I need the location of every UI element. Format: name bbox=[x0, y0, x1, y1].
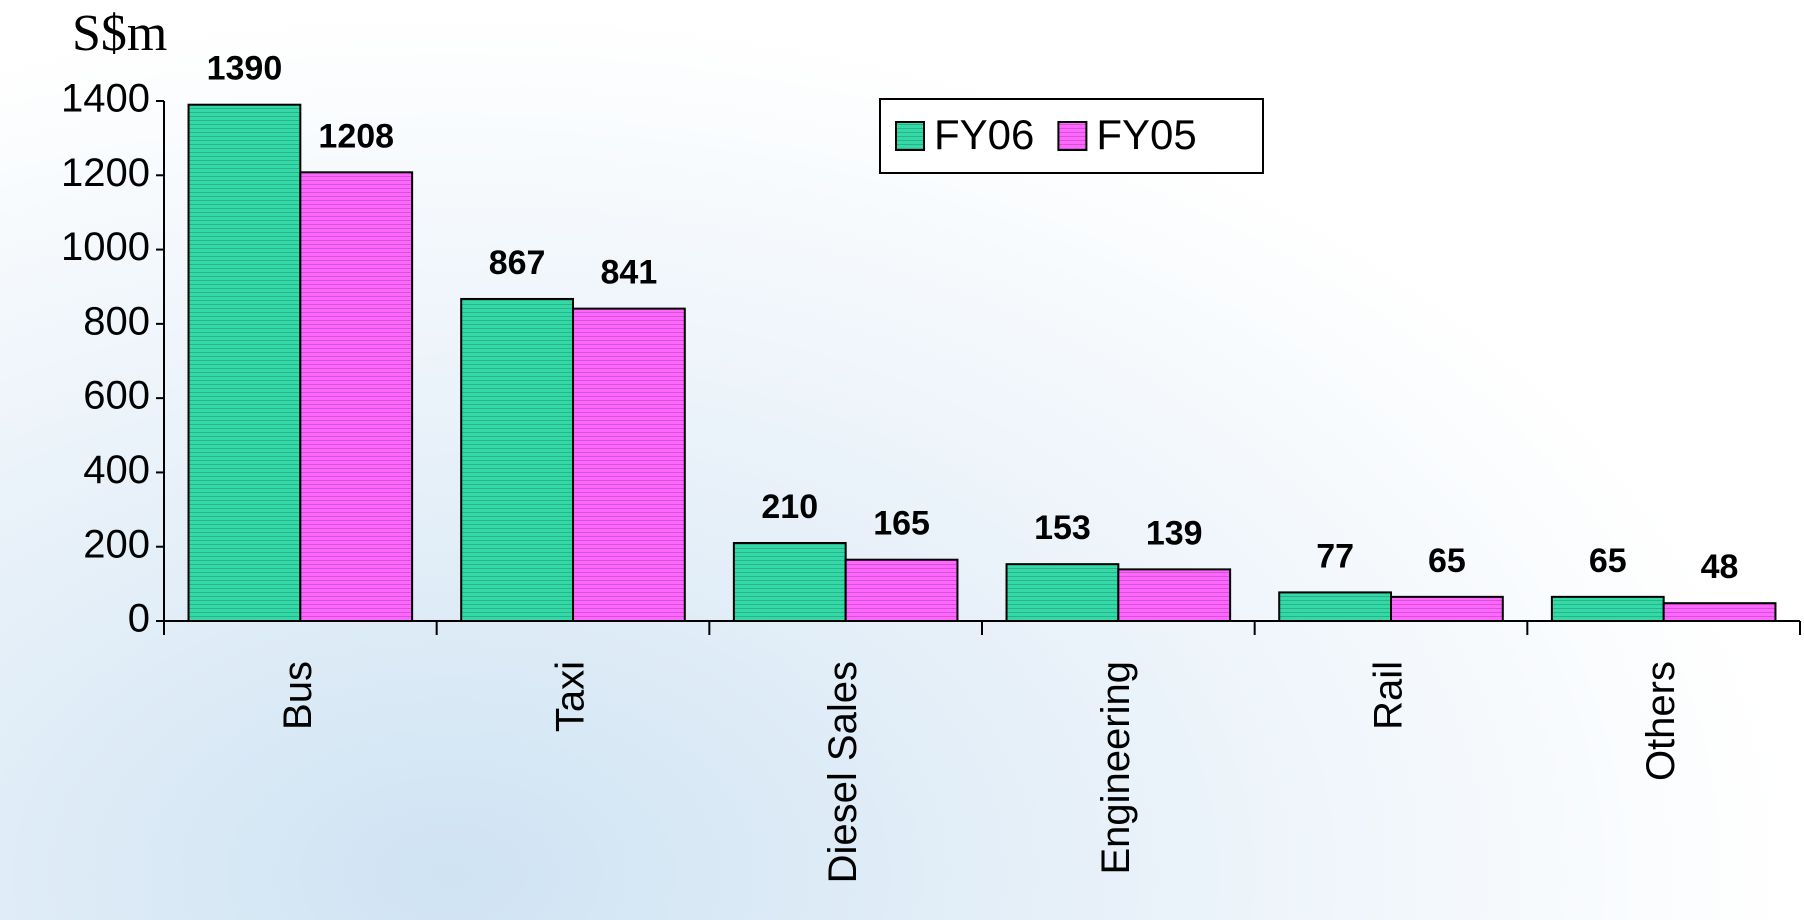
value-label: 841 bbox=[601, 254, 658, 292]
value-label: 165 bbox=[873, 505, 930, 543]
bar bbox=[460, 297, 574, 622]
x-tick-label: Others bbox=[1639, 661, 1683, 781]
legend-label: FY06 bbox=[934, 111, 1034, 158]
value-label: 65 bbox=[1589, 542, 1627, 580]
x-tick-label: Rail bbox=[1367, 661, 1411, 730]
value-label: 210 bbox=[761, 488, 818, 526]
bar bbox=[1278, 591, 1392, 623]
x-tick-label: Diesel Sales bbox=[821, 661, 865, 883]
bar bbox=[187, 103, 302, 622]
value-label: 48 bbox=[1701, 548, 1739, 586]
value-label: 153 bbox=[1034, 509, 1091, 547]
value-label: 1208 bbox=[318, 117, 394, 155]
y-tick-label: 600 bbox=[83, 374, 150, 418]
value-label: 867 bbox=[489, 244, 546, 282]
y-tick-label: 1400 bbox=[61, 77, 150, 121]
y-tick-label: 1000 bbox=[61, 225, 150, 269]
x-tick-label: Taxi bbox=[549, 661, 593, 732]
y-axis-label: S$m bbox=[72, 5, 167, 62]
x-tick-label: Bus bbox=[276, 661, 320, 730]
legend-label: FY05 bbox=[1096, 111, 1196, 158]
bar bbox=[1662, 602, 1777, 623]
legend-swatch bbox=[1057, 121, 1088, 151]
y-tick-label: 1200 bbox=[61, 151, 150, 195]
x-tick-label: Engineering bbox=[1094, 661, 1138, 875]
legend-swatch bbox=[895, 121, 925, 151]
bar bbox=[1390, 595, 1504, 622]
bar bbox=[732, 542, 847, 622]
value-label: 77 bbox=[1316, 537, 1354, 575]
value-label: 1390 bbox=[207, 50, 283, 88]
bar bbox=[572, 307, 686, 622]
y-tick-label: 200 bbox=[83, 522, 150, 566]
value-label: 65 bbox=[1428, 542, 1466, 580]
y-tick-label: 0 bbox=[128, 597, 150, 641]
value-label: 139 bbox=[1146, 514, 1203, 552]
bar bbox=[1550, 595, 1665, 622]
bar bbox=[299, 171, 414, 622]
y-tick-label: 800 bbox=[83, 299, 150, 343]
bar bbox=[1005, 563, 1120, 623]
bar bbox=[844, 558, 959, 623]
y-tick-label: 400 bbox=[83, 448, 150, 492]
bar bbox=[1117, 568, 1232, 622]
